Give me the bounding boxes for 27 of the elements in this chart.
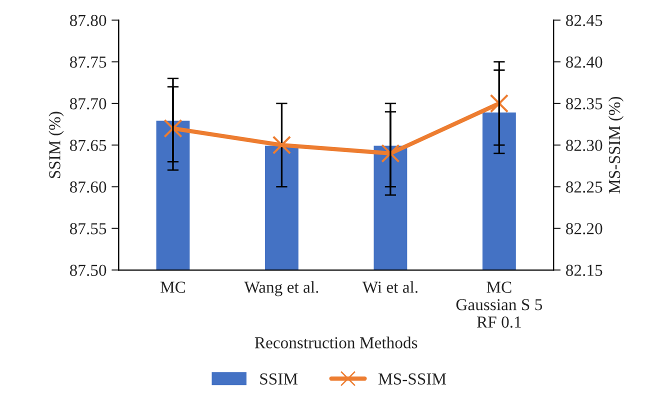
y-tick-label: 87.75 xyxy=(70,56,106,68)
y2-tick-label: 82.30 xyxy=(566,140,602,152)
y-tick-label: 87.60 xyxy=(70,181,106,193)
x-tick-label: MC Gaussian S 5 RF 0.1 xyxy=(456,282,542,328)
legend-label: SSIM xyxy=(260,373,298,385)
x-tick-label: Wang et al. xyxy=(244,281,318,296)
y-axis-title: SSIM (%) xyxy=(48,112,64,178)
y2-tick-label: 82.35 xyxy=(566,98,602,110)
y2-axis-title: MS-SSIM (%) xyxy=(608,96,624,194)
y-tick-label: 87.50 xyxy=(70,264,106,276)
y2-tick-label: 82.20 xyxy=(566,223,602,234)
x-tick-label: Wi et al. xyxy=(362,281,418,293)
point xyxy=(272,136,292,154)
y-tick-label: 87.55 xyxy=(70,223,106,234)
y2-tick-label: 82.25 xyxy=(566,181,602,193)
y2-tick-label: 82.15 xyxy=(566,264,602,276)
y-tick-label: 87.80 xyxy=(70,14,106,26)
y-tick-label: 87.70 xyxy=(70,98,106,110)
point xyxy=(164,119,182,138)
x-tick-label: MC xyxy=(160,282,186,293)
x-axis-title: Reconstruction Methods xyxy=(254,336,418,348)
y2-tick-label: 82.45 xyxy=(566,14,602,26)
point xyxy=(381,144,400,163)
legend-label: MS-SSIM xyxy=(378,373,446,385)
y-tick-label: 87.65 xyxy=(70,140,106,152)
y2-tick-label: 82.40 xyxy=(566,56,602,68)
point xyxy=(490,94,509,113)
